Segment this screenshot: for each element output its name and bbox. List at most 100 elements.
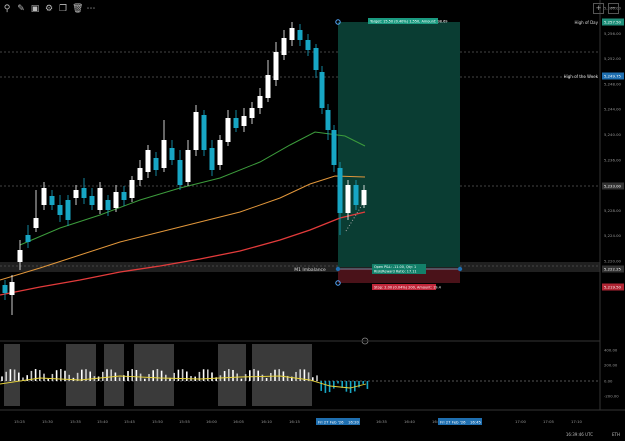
osc-tick: 400.00: [604, 347, 618, 352]
candle-body: [41, 188, 47, 205]
candle-body: [65, 200, 71, 220]
candle-body: [325, 110, 331, 130]
price-badge: 5,219.50: [604, 284, 621, 289]
candle-body: [25, 235, 31, 242]
candle-body: [209, 148, 215, 170]
candle-body: [137, 168, 143, 180]
candle-body: [233, 118, 239, 128]
candle-body: [97, 188, 103, 210]
price-tick: 5,240.00: [604, 132, 621, 137]
time-tick: 17:00: [515, 419, 527, 424]
candle-body: [57, 205, 63, 215]
candle-body: [225, 118, 231, 142]
time-badge-end: Fri 27 Feb '26: [440, 419, 466, 424]
add-button[interactable]: +: [593, 3, 604, 14]
pin-icon[interactable]: ⚲: [3, 4, 11, 14]
time-tick: 15:55: [179, 419, 191, 424]
price-tick: 5,228.00: [604, 208, 621, 213]
risk-reward-label[interactable]: Risk/Reward Ratio: 17.11: [374, 270, 417, 274]
price-badge: 5,257.50: [604, 19, 621, 24]
price-tick: 5,256.00: [604, 31, 621, 36]
time-tick: 16:05: [233, 419, 245, 424]
imbalance-label: M1 Imbalance: [294, 267, 326, 273]
candle-body: [89, 196, 95, 205]
duplicate-icon[interactable]: ❐: [58, 4, 68, 14]
time-tick: 17:10: [571, 419, 583, 424]
status-timezone: ETH: [612, 432, 620, 437]
time-axis[interactable]: 15:25 15:30 15:35 15:40 15:45 15:50 15:55 16:00…: [14, 419, 583, 424]
candle-body: [161, 140, 167, 168]
ema-red-line: [0, 211, 366, 296]
candle-body: [217, 140, 223, 165]
pencil-icon[interactable]: ✎: [17, 4, 25, 14]
time-badge-start-time: 16:20: [348, 419, 360, 424]
open-pnl-label[interactable]: Open P&L: -11.00, Qty: 1: [374, 265, 416, 269]
price-badge: 5,249.75: [604, 73, 621, 78]
time-tick: 16:40: [404, 419, 416, 424]
candle-body: [201, 115, 207, 150]
delete-icon[interactable]: 🗑: [72, 4, 84, 14]
price-badge: 5,222.25: [604, 266, 621, 271]
time-tick: 15:50: [152, 419, 164, 424]
time-tick: 17:05: [543, 419, 555, 424]
candle-body: [17, 250, 23, 262]
candle-body: [105, 200, 111, 210]
candle-body: [249, 108, 255, 118]
time-badge-end-time: 16:45: [470, 419, 482, 424]
candle-body: [313, 48, 319, 70]
candle-body: [337, 168, 343, 213]
stop-zone[interactable]: [338, 269, 460, 283]
price-tick: 5,252.00: [604, 56, 621, 61]
time-tick: 16:10: [261, 419, 273, 424]
osc-tick: 200.00: [604, 362, 618, 367]
candle-body: [113, 192, 119, 208]
oscillator-panel[interactable]: [0, 344, 600, 406]
candle-body: [257, 96, 263, 108]
note-icon[interactable]: ▣: [30, 4, 40, 14]
settings-icon[interactable]: ⚙: [44, 4, 54, 14]
candle-body: [241, 116, 247, 126]
stop-label[interactable]: Stop: 2.00 (0.04%) 200, Amount: 19.4: [374, 286, 442, 290]
time-tick: 15:45: [124, 419, 136, 424]
session-block: [104, 344, 124, 406]
candle-body: [305, 40, 311, 50]
imbalance-zone: [0, 262, 600, 272]
more-icon[interactable]: ⋯: [86, 4, 96, 14]
target-label[interactable]: Target: 15.50 (0.40%) 1,550, Amount: 98.…: [369, 20, 448, 24]
osc-tick: -200.00: [604, 393, 619, 398]
candle-body: [185, 150, 191, 182]
candle-body: [9, 282, 15, 295]
candle-body: [265, 75, 271, 98]
osc-signal-line: [0, 375, 367, 389]
price-tick: 5,224.00: [604, 233, 621, 238]
price-badge: 5,233.00: [604, 183, 621, 188]
time-tick: 16:00: [206, 419, 218, 424]
time-badge-start: Fri 27 Feb '26: [318, 419, 344, 424]
minimize-button[interactable]: −: [608, 3, 619, 14]
session-block: [218, 344, 246, 406]
price-axis[interactable]: 5,260.00 5,256.00 5,252.00 5,248.00 5,244.00…: [602, 6, 624, 291]
candle-body: [193, 112, 199, 150]
status-clock: 16:39:46 UTC: [566, 432, 593, 437]
drawing-toolbar: ⚲ ✎ ▣ ⚙ ❐ 🗑 ⋯: [2, 2, 96, 16]
candle-body: [331, 130, 337, 165]
time-tick: 16:15: [289, 419, 301, 424]
high-of-week-label: High of the Week: [564, 74, 599, 79]
candle-body: [129, 180, 135, 198]
candle-body: [145, 150, 151, 172]
time-tick: 16:35: [376, 419, 388, 424]
session-block: [252, 344, 312, 406]
candle-body: [2, 285, 8, 293]
session-block: [4, 344, 20, 406]
ema-orange-line: [0, 175, 366, 281]
time-tick: 15:30: [42, 419, 54, 424]
high-of-day-label: High of Day: [575, 20, 599, 25]
target-zone[interactable]: [338, 22, 460, 267]
window-controls: + −: [593, 3, 619, 14]
osc-tick: 0.00: [604, 378, 613, 383]
ema-green-line: [19, 131, 366, 246]
time-tick: 15:40: [97, 419, 109, 424]
oscillator-axis: 400.00 200.00 0.00 -200.00: [604, 347, 619, 398]
